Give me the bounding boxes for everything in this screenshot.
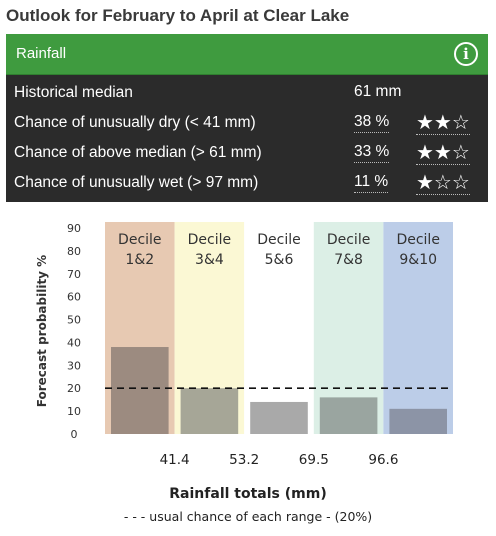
rainfall-panel: Rainfall i Historical median 61 mm Chanc… <box>6 34 488 202</box>
page-title: Outlook for February to April at Clear L… <box>6 6 350 25</box>
bar <box>250 401 308 434</box>
panel-header: Rainfall i <box>6 34 488 75</box>
x-tick-label: 41.4 <box>160 452 190 468</box>
star-rating-icon[interactable]: ★★☆ <box>416 110 470 135</box>
category-label: Decile <box>118 232 161 248</box>
bar <box>111 347 169 434</box>
category-label: 7&8 <box>334 252 363 268</box>
decile-band <box>244 222 314 434</box>
row-label: Chance of above median (> 61 mm) <box>14 144 262 161</box>
info-icon[interactable]: i <box>454 42 478 66</box>
star-rating-icon[interactable]: ★☆☆ <box>416 170 470 195</box>
category-label: 9&10 <box>399 252 437 268</box>
y-tick-label: 0 <box>71 428 78 441</box>
forecast-chart: Decile 1&2 Decile 3&4 Decile 5&6 Decile 7&8 Deci… <box>0 212 496 536</box>
row-above-median: Chance of above median (> 61 mm) 33 % ★★… <box>6 140 488 168</box>
row-unusually-dry: Chance of unusually dry (< 41 mm) 38 % ★… <box>6 110 488 138</box>
chart-svg: Decile 1&2 Decile 3&4 Decile 5&6 Decile 7&8 Deci… <box>35 222 453 468</box>
row-label: Chance of unusually wet (> 97 mm) <box>14 174 259 191</box>
y-tick-label: 90 <box>67 222 81 235</box>
category-label: 1&2 <box>125 252 154 268</box>
y-tick-label: 30 <box>67 359 81 372</box>
y-tick-label: 10 <box>67 405 81 418</box>
row-label: Chance of unusually dry (< 41 mm) <box>14 114 256 131</box>
row-label: Historical median <box>14 84 133 101</box>
row-value[interactable]: 33 % <box>354 143 390 163</box>
row-historical-median: Historical median 61 mm <box>6 80 488 108</box>
bar <box>319 397 378 434</box>
y-tick-label: 70 <box>67 268 81 281</box>
star-rating-icon[interactable]: ★★☆ <box>416 140 470 165</box>
reference-line-legend: - - - usual chance of each range - (20%) <box>123 509 373 524</box>
category-label: 3&4 <box>195 252 224 268</box>
category-label: 5&6 <box>265 252 294 268</box>
x-axis-title: Rainfall totals (mm) <box>169 486 327 502</box>
x-tick-label: 96.6 <box>368 452 398 468</box>
x-tick-label: 69.5 <box>299 452 329 468</box>
y-tick-label: 20 <box>67 382 81 395</box>
category-label: Decile <box>396 232 439 248</box>
y-tick-label: 80 <box>67 245 81 258</box>
x-tick-label: 53.2 <box>229 452 259 468</box>
row-value[interactable]: 11 % <box>354 173 389 193</box>
row-value: 61 mm <box>354 83 402 100</box>
decile-band <box>383 222 453 434</box>
row-unusually-wet: Chance of unusually wet (> 97 mm) 11 % ★… <box>6 170 488 198</box>
bar <box>389 408 447 434</box>
category-label: Decile <box>327 232 370 248</box>
row-value[interactable]: 38 % <box>354 113 390 133</box>
panel-header-label: Rainfall <box>16 45 67 62</box>
y-tick-label: 40 <box>67 336 81 349</box>
category-label: Decile <box>188 232 231 248</box>
y-tick-label: 60 <box>67 291 81 304</box>
category-label: Decile <box>257 232 300 248</box>
bar <box>180 388 239 434</box>
y-tick-label: 50 <box>67 314 81 327</box>
y-axis-title: Forecast probability % <box>35 255 49 407</box>
